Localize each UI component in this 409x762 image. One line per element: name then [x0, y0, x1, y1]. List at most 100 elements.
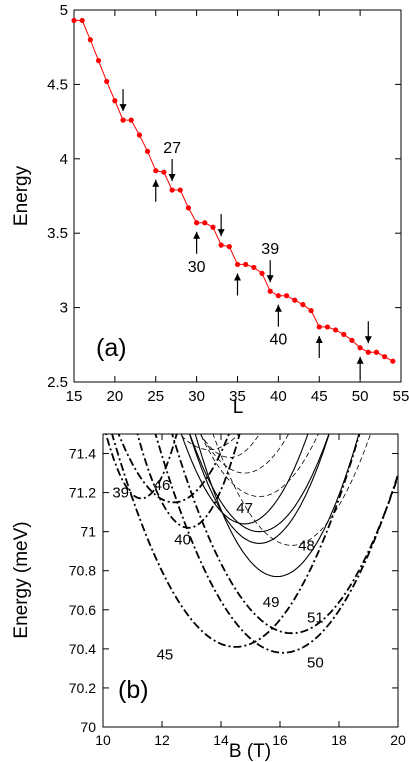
- b-xtick-label: 20: [390, 732, 406, 748]
- a-arrow-head: [274, 304, 282, 312]
- a-data-point: [210, 224, 216, 230]
- a-xtick-label: 25: [147, 388, 164, 405]
- b-series-curve: [111, 434, 361, 648]
- a-data-point: [153, 168, 159, 174]
- b-xtick-label: 10: [95, 732, 111, 748]
- a-ytick-label: 2.5: [47, 374, 68, 391]
- a-xtick-label: 40: [270, 388, 287, 405]
- a-arrow-head: [152, 179, 160, 187]
- b-series-curve: [189, 434, 330, 533]
- a-ytick-label: 4: [60, 151, 68, 168]
- b-ytick-label: 70.2: [69, 680, 96, 696]
- a-data-point: [316, 324, 322, 330]
- a-data-point: [390, 358, 396, 364]
- b-series-curve: [199, 434, 260, 458]
- a-data-point: [243, 261, 249, 268]
- a-data-point: [357, 345, 363, 351]
- a-arrow-head: [234, 273, 241, 281]
- a-data-point: [104, 78, 110, 85]
- b-ytick-label: 71.2: [69, 485, 96, 501]
- a-data-point: [259, 270, 265, 276]
- a-ytick-label: 5: [60, 2, 68, 19]
- a-data-point: [144, 148, 151, 154]
- plot-area-b: [102, 433, 399, 728]
- a-xlabel: L: [233, 397, 244, 418]
- panel-a: 15 20 25 30 35 40 45 50 552.533.544.55 27303940 …: [11, 2, 409, 418]
- a-ytick-label: 4.5: [47, 76, 68, 93]
- a-data-point: [169, 187, 175, 193]
- a-panel-label: (a): [96, 334, 127, 362]
- b-series: [105, 434, 398, 654]
- b-series-curve: [117, 434, 230, 504]
- a-xtick-label: 55: [393, 388, 409, 405]
- a-arrow-head: [119, 104, 127, 112]
- plot-area-a: [73, 9, 402, 383]
- a-annotation-label: 27: [163, 140, 181, 157]
- a-arrow-head: [217, 229, 225, 237]
- a-data-point: [373, 349, 380, 355]
- a-data-point: [292, 297, 298, 303]
- a-data-point: [300, 302, 306, 308]
- b-ytick-label: 70.8: [69, 563, 96, 579]
- a-series-line: [74, 19, 394, 362]
- a-xtick-label: 20: [107, 388, 124, 405]
- a-data-point: [87, 37, 93, 43]
- b-curve-label: 51: [307, 610, 324, 627]
- a-data-point: [202, 220, 208, 226]
- a-data-point: [341, 331, 347, 337]
- b-curve-label: 39: [112, 485, 129, 502]
- b-series-curve: [136, 434, 241, 529]
- a-xtick-label: 50: [352, 388, 369, 405]
- a-data-point: [382, 354, 388, 360]
- a-data-point: [365, 349, 371, 355]
- b-curve-label: 47: [236, 500, 253, 517]
- a-arrow-head: [266, 275, 274, 283]
- a-data-point: [177, 187, 183, 193]
- b-series-curve: [212, 434, 371, 546]
- b-series-curve: [199, 434, 319, 497]
- b-series-curve: [200, 434, 290, 474]
- a-ticks: 15 20 25 30 35 40 45 50 55 2.5 3 3.5 4 4.5 5: [47, 2, 409, 405]
- a-data-point: [349, 337, 355, 343]
- a-data-point: [218, 242, 224, 248]
- b-xtick-label: 16: [272, 732, 288, 748]
- b-series-curve: [154, 434, 398, 654]
- a-xtick-label: 30: [188, 388, 205, 405]
- b-series-curve: [179, 434, 240, 451]
- a-data-point: [324, 324, 331, 330]
- b-ytick-label: 71: [80, 524, 96, 540]
- a-data-point: [112, 98, 118, 104]
- b-ytick-label: 70.4: [69, 641, 96, 657]
- a-data-point: [333, 327, 339, 333]
- a-data-point: [128, 117, 134, 123]
- b-curve-label: 48: [298, 537, 315, 554]
- a-arrow-head: [168, 174, 176, 182]
- panel-b: 10 12 14 16 18 20 70 70.2 70.4 70.6 70.8 71 71.2 71.4…: [11, 433, 406, 762]
- b-curve-label: 50: [307, 655, 324, 672]
- a-arrow-head: [315, 335, 323, 343]
- b-xtick-label: 12: [154, 732, 170, 748]
- b-xlabel: B (T): [229, 741, 271, 762]
- b-curve-label: 40: [174, 531, 191, 548]
- b-curve-labels: 39 46 40 47 48 49 51 45 50: [112, 477, 323, 672]
- b-curve-label: 45: [157, 647, 174, 664]
- a-xtick-label: 35: [229, 388, 246, 405]
- b-ytick-label: 70: [80, 719, 96, 735]
- b-ylabel: Energy (meV): [11, 521, 32, 638]
- a-xtick-label: 45: [311, 388, 328, 405]
- a-data-point: [226, 243, 232, 250]
- b-ticks: 10 12 14 16 18 20 70 70.2 70.4 70.6 70.8 71 71.2 71.4: [69, 434, 406, 748]
- a-data-point: [71, 17, 77, 24]
- a-data-point: [275, 293, 281, 299]
- a-data-point: [283, 293, 290, 299]
- a-arrow-head: [193, 231, 201, 239]
- a-data-point: [79, 17, 85, 24]
- b-series-curve: [180, 434, 309, 525]
- a-data-point: [234, 261, 241, 268]
- b-series-curve: [194, 434, 360, 578]
- a-arrow-head: [364, 336, 372, 344]
- a-annotations: 27 30 39 40: [119, 89, 372, 379]
- a-ytick-label: 3.5: [47, 225, 68, 242]
- a-data-point: [251, 264, 257, 271]
